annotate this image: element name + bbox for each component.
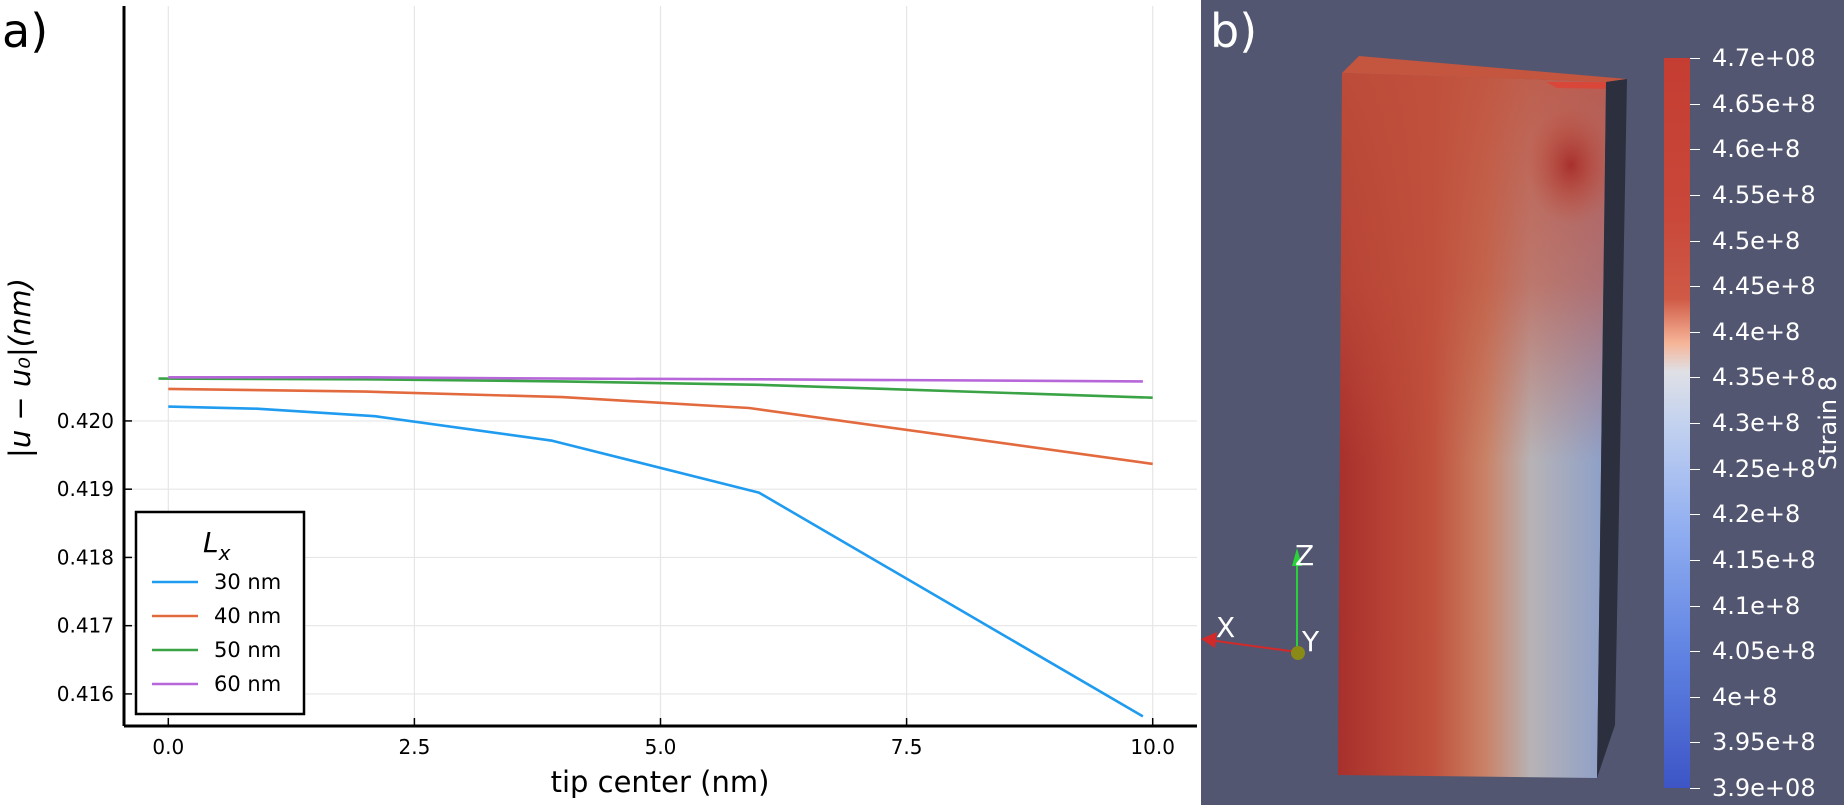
y-axis-label: |u − u₀|(nm) — [3, 278, 37, 458]
colorbar-tick — [1690, 559, 1700, 561]
colorbar-tick-label: 4.5e+8 — [1712, 226, 1801, 255]
colorbar-tick-label: 4.4e+8 — [1712, 317, 1801, 346]
colorbar-tick-label: 4.2e+8 — [1712, 500, 1801, 529]
z-axis-label: Z — [1295, 539, 1315, 572]
legend-label: 50 nm — [214, 638, 281, 662]
colorbar-tick-label: 4.05e+8 — [1712, 637, 1816, 666]
colorbar-tick — [1690, 240, 1700, 242]
x-tick-label: 2.5 — [398, 735, 430, 759]
colorbar-tick — [1690, 286, 1700, 288]
axes-frame — [122, 6, 1197, 728]
colorbar-tick-label: 4.7e+08 — [1712, 44, 1816, 72]
x-axis-line — [1208, 639, 1298, 653]
block-hotspot — [1526, 105, 1616, 225]
x-axis-letter: X — [1216, 611, 1236, 644]
colorbar-tick — [1690, 331, 1700, 333]
x-tick-label: 7.5 — [891, 735, 923, 759]
legend-label: 30 nm — [214, 570, 281, 594]
colorbar-tick-label: 4.25e+8 — [1712, 454, 1816, 483]
colorbar-tick — [1690, 194, 1700, 196]
legend-items: 30 nm 40 nm 50 nm 60 nm — [152, 570, 281, 696]
series-line-60-nm — [168, 375, 1143, 383]
colorbar-tick-label: 4.35e+8 — [1712, 363, 1816, 392]
y-axis-marker — [1291, 646, 1305, 660]
colorbar-tick-label: 3.95e+8 — [1712, 728, 1816, 757]
legend-box — [134, 510, 306, 716]
legend-label: 60 nm — [214, 672, 281, 696]
x-axis-label: tip center (nm) — [551, 765, 770, 799]
series-line-50-nm — [158, 377, 1153, 399]
colorbar-title: Strain 8 — [1814, 376, 1842, 470]
colorbar-tick — [1690, 468, 1700, 470]
series-line-30-nm — [168, 405, 1144, 718]
x-tick-label: 5.0 — [645, 735, 677, 759]
x-tick-label: 0.0 — [152, 735, 184, 759]
x-axis-arrow — [1201, 632, 1217, 648]
colorbar-tick-label: 4.45e+8 — [1712, 272, 1816, 301]
render-viewport — [1201, 0, 1844, 805]
colorbar-tick-label: 4.6e+8 — [1712, 135, 1801, 164]
colorbar-tick-label: 3.9e+08 — [1712, 774, 1816, 802]
legend-label: 40 nm — [214, 604, 281, 628]
y-axis-letter: Y — [1302, 625, 1320, 658]
colorbar-tick — [1690, 788, 1700, 789]
series-lines — [158, 375, 1153, 718]
colorbar-tick-label: 4.1e+8 — [1712, 591, 1801, 620]
colorbar-tick-label: 4.15e+8 — [1712, 545, 1816, 574]
colorbar-tick — [1690, 514, 1700, 516]
strain-block-render — [1338, 56, 1627, 778]
colorbar-tick — [1690, 58, 1700, 59]
y-tick-label: 0.418 — [57, 545, 114, 569]
colorbar-tick-label: 4.65e+8 — [1712, 89, 1816, 118]
y-tick-label: 0.419 — [57, 477, 114, 501]
block-front-overlay — [1338, 73, 1606, 778]
y-tick-label: 0.420 — [57, 409, 114, 433]
panel-b-label: b) — [1210, 4, 1258, 58]
colorbar-tick — [1690, 423, 1700, 424]
colorbar-tick-label: 4e+8 — [1712, 682, 1778, 711]
colorbar-tick — [1690, 377, 1700, 379]
panel-a-label: a) — [2, 4, 49, 58]
tick-labels: 0.0 2.5 5.0 7.5 10.0 0.416 0.417 0.418 0.419 0.42… — [57, 409, 1175, 759]
orientation-axes — [1201, 548, 1305, 660]
z-axis-arrow — [1292, 548, 1302, 566]
colorbar — [1664, 58, 1690, 788]
legend: Lx 30 nm 40 nm 50 nm 60 nm — [134, 510, 306, 716]
legend-title: Lx — [203, 526, 231, 565]
colorbar-tick-label: 4.3e+8 — [1712, 409, 1801, 437]
block-top-hotspot — [1546, 82, 1619, 89]
line-chart: 0.0 2.5 5.0 7.5 10.0 0.416 0.417 0.418 0.419 0.42… — [3, 6, 1197, 799]
colorbar-tick-label: 4.55e+8 — [1712, 180, 1816, 209]
colorbar-tick — [1690, 742, 1700, 744]
x-tick-label: 10.0 — [1130, 735, 1175, 759]
colorbar-tick — [1690, 103, 1700, 105]
colorbar-tick — [1690, 149, 1700, 151]
block-top-face — [1342, 56, 1627, 82]
block-side-face — [1597, 79, 1627, 778]
colorbar-tick — [1690, 605, 1700, 607]
colorbar-tick — [1690, 651, 1700, 653]
y-tick-label: 0.416 — [57, 682, 114, 706]
series-line-40-nm — [168, 387, 1153, 466]
y-tick-label: 0.417 — [57, 614, 114, 638]
colorbar-tick — [1690, 696, 1700, 698]
